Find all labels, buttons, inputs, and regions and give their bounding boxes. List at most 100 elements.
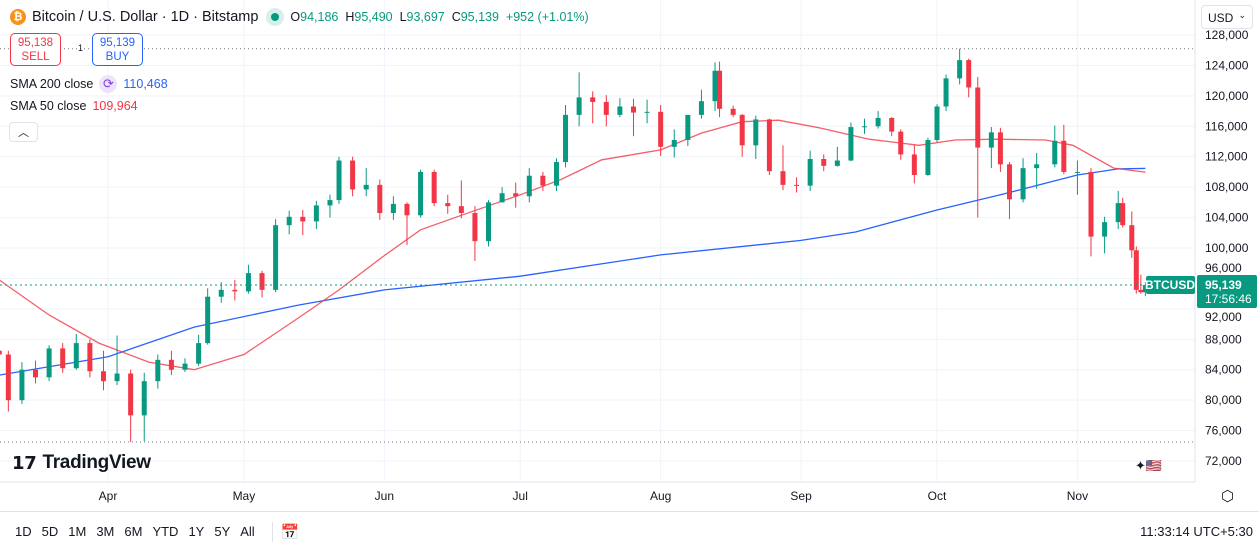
- candle: [205, 288, 211, 345]
- range-button-5d[interactable]: 5D: [41, 524, 59, 539]
- x-tick-label: Sep: [790, 489, 812, 503]
- candle-body: [19, 369, 25, 401]
- candle-body: [155, 359, 161, 382]
- candle-body: [377, 184, 383, 214]
- candle: [168, 350, 174, 376]
- candle-body: [141, 381, 147, 416]
- candle-body: [363, 184, 369, 190]
- candle: [1133, 246, 1139, 294]
- candle-body: [807, 159, 813, 186]
- y-tick-label: 108,000: [1205, 180, 1249, 194]
- candle: [128, 369, 134, 443]
- candle: [966, 58, 972, 98]
- candle: [273, 219, 279, 293]
- candle: [997, 127, 1003, 172]
- y-tick-label: 100,000: [1205, 241, 1249, 255]
- candle-body: [1088, 171, 1094, 237]
- candle-body: [794, 184, 800, 186]
- candle-body: [943, 78, 949, 107]
- settings-icon[interactable]: ⬡: [1221, 488, 1235, 505]
- buy-button[interactable]: 95,139 BUY: [92, 33, 143, 66]
- range-button-1y[interactable]: 1Y: [188, 524, 205, 539]
- candle-body: [128, 373, 134, 416]
- candle-body: [1120, 203, 1126, 226]
- candle-body: [563, 114, 569, 163]
- candle: [590, 91, 596, 124]
- candle-body: [848, 127, 854, 161]
- range-button-ytd[interactable]: YTD: [152, 524, 179, 539]
- candle: [336, 156, 342, 204]
- candle-body: [273, 225, 279, 290]
- candle-body: [766, 119, 772, 172]
- candle-body: [431, 171, 437, 204]
- candle-body: [526, 175, 532, 197]
- y-tick-label: 124,000: [1205, 58, 1249, 72]
- candle-body: [390, 203, 396, 214]
- candle: [1034, 152, 1040, 189]
- candle-body: [168, 359, 174, 370]
- currency-select[interactable]: USD ⌄: [1201, 5, 1253, 29]
- clock[interactable]: 11:33:14 UTC+5:30: [1140, 524, 1253, 539]
- candle: [390, 196, 396, 220]
- price-chart[interactable]: Apr May Jun Jul Aug Sep Oct Nov 72,000 76,000 80,0…: [0, 0, 1259, 511]
- candle: [526, 168, 532, 203]
- candle-body: [1034, 164, 1040, 169]
- candle: [553, 158, 559, 191]
- range-button-1m[interactable]: 1M: [68, 524, 87, 539]
- candle-body: [1052, 140, 1058, 165]
- date-range-icon[interactable]: 📅: [280, 523, 300, 541]
- ohlc-values: O94,186 H95,490 L93,697 C95,139 +952 (+1…: [290, 10, 589, 24]
- candle: [1061, 124, 1067, 175]
- symbol-tag: [1146, 275, 1195, 294]
- candle: [988, 127, 994, 169]
- last-price-tag: [1197, 274, 1257, 308]
- candle: [925, 137, 931, 176]
- y-tick-label: 128,000: [1205, 28, 1249, 42]
- chevron-up-icon: ︿: [18, 127, 29, 139]
- candle-body: [717, 70, 723, 109]
- chart-header: ₿ Bitcoin / U.S. Dollar · 1D · Bitstamp …: [10, 8, 589, 26]
- candle: [87, 339, 93, 378]
- candle: [975, 76, 981, 218]
- symbol-title[interactable]: Bitcoin / U.S. Dollar · 1D · Bitstamp: [32, 9, 259, 25]
- candle-body: [350, 160, 356, 190]
- candle-body: [975, 87, 981, 148]
- candle-body: [87, 343, 93, 372]
- candle: [33, 360, 39, 384]
- candle-body: [862, 126, 868, 128]
- candle: [155, 354, 161, 389]
- candle: [286, 210, 292, 235]
- range-button-1d[interactable]: 1D: [15, 524, 32, 539]
- range-button-5y[interactable]: 5Y: [214, 524, 231, 539]
- indicator-sma200[interactable]: SMA 200 close ⟳ 110,468: [10, 75, 168, 93]
- candle: [196, 334, 202, 366]
- candle-body: [780, 171, 786, 185]
- range-button-6m[interactable]: 6M: [124, 524, 143, 539]
- tradingview-logo[interactable]: 𝟭𝟳 TradingView: [12, 452, 151, 473]
- range-button-all[interactable]: All: [240, 524, 255, 539]
- candle: [617, 98, 623, 118]
- collapse-legend-button[interactable]: ︿: [9, 122, 38, 142]
- candle-body: [232, 289, 238, 292]
- candle-body: [685, 114, 691, 140]
- sell-button[interactable]: 95,138 SELL: [10, 33, 61, 66]
- events-flag-icon[interactable]: ✦🇺🇸: [1135, 458, 1163, 473]
- candle: [603, 95, 609, 127]
- candle-body: [898, 131, 904, 155]
- last-price-label: 95,139: [1205, 278, 1242, 292]
- candle-body: [875, 117, 881, 127]
- candle: [1020, 158, 1026, 203]
- sma50-line: [0, 119, 1146, 371]
- candle: [717, 61, 723, 118]
- x-tick-label: May: [233, 489, 256, 503]
- sync-icon[interactable]: ⟳: [99, 75, 118, 93]
- indicator-sma50[interactable]: SMA 50 close 109,964: [10, 99, 138, 113]
- candle: [499, 187, 505, 203]
- candle: [862, 118, 868, 134]
- range-button-3m[interactable]: 3M: [96, 524, 115, 539]
- candle-body: [925, 139, 931, 175]
- candle: [1120, 197, 1126, 228]
- candle-body: [486, 202, 492, 242]
- candle: [46, 345, 52, 382]
- candle-body: [1129, 225, 1135, 251]
